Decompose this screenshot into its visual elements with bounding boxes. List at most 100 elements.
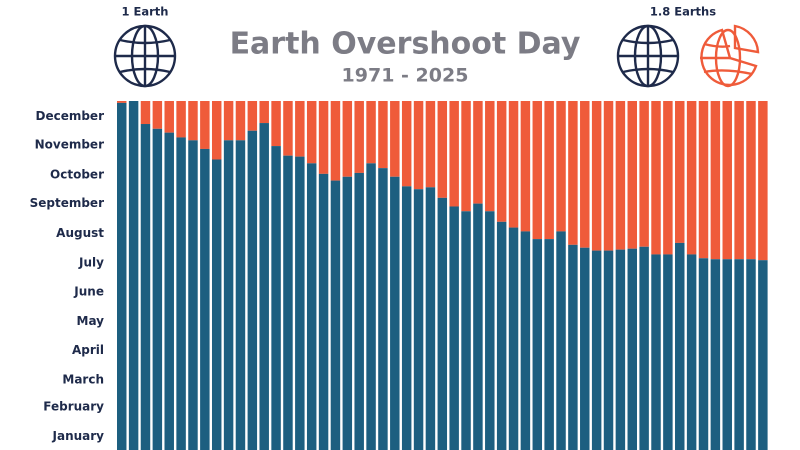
chart-subtitle: 1971 - 2025 bbox=[342, 65, 469, 87]
remainder bbox=[140, 101, 151, 125]
bar bbox=[283, 155, 293, 450]
y-tick-label: May bbox=[77, 314, 105, 328]
bar bbox=[437, 197, 448, 450]
bar bbox=[722, 259, 732, 450]
y-tick-label: February bbox=[43, 399, 104, 413]
bar bbox=[342, 176, 353, 450]
bar bbox=[615, 249, 626, 450]
bar bbox=[211, 159, 222, 450]
remainder bbox=[413, 101, 424, 190]
bar bbox=[639, 246, 649, 450]
bar bbox=[223, 140, 234, 450]
bar bbox=[580, 247, 590, 450]
y-tick-label: January bbox=[52, 429, 105, 443]
bar bbox=[164, 132, 174, 450]
remainder bbox=[259, 101, 269, 124]
remainder bbox=[437, 101, 448, 198]
remainder bbox=[734, 101, 744, 260]
remainder bbox=[461, 101, 471, 212]
remainder bbox=[247, 101, 258, 131]
remainder bbox=[758, 101, 768, 261]
bar bbox=[663, 254, 673, 450]
bar bbox=[544, 239, 554, 450]
remainder bbox=[568, 101, 578, 245]
bar bbox=[247, 130, 258, 450]
remainder bbox=[176, 101, 186, 138]
bar bbox=[627, 248, 637, 450]
bar bbox=[378, 168, 388, 450]
bar bbox=[568, 244, 578, 450]
bar bbox=[520, 231, 531, 450]
globe-icon bbox=[616, 24, 680, 88]
remainder bbox=[425, 101, 436, 188]
bar bbox=[532, 239, 543, 450]
bar bbox=[401, 186, 412, 450]
bar bbox=[508, 227, 519, 450]
bar bbox=[675, 242, 685, 450]
remainder bbox=[508, 101, 519, 228]
remainder bbox=[580, 101, 590, 248]
bar bbox=[259, 123, 269, 450]
bar bbox=[354, 172, 364, 450]
chart-title: Earth Overshoot Day bbox=[230, 27, 581, 62]
y-tick-label: March bbox=[62, 373, 104, 387]
remainder bbox=[295, 101, 305, 157]
bar bbox=[603, 250, 614, 450]
remainder bbox=[627, 101, 637, 249]
y-tick-label: July bbox=[78, 256, 104, 270]
bar bbox=[140, 124, 151, 450]
bar bbox=[235, 140, 246, 450]
bar bbox=[698, 258, 709, 450]
remainder bbox=[117, 101, 127, 103]
bar bbox=[390, 176, 400, 450]
bar bbox=[651, 254, 661, 450]
bar bbox=[318, 173, 329, 450]
bar bbox=[473, 203, 483, 450]
remainder bbox=[378, 101, 388, 169]
remainder bbox=[591, 101, 602, 251]
remainder bbox=[675, 101, 685, 243]
bar bbox=[686, 254, 697, 450]
remainder bbox=[722, 101, 732, 260]
bar bbox=[746, 259, 756, 450]
bar bbox=[485, 211, 495, 450]
bar bbox=[496, 221, 507, 450]
remainder bbox=[200, 101, 210, 149]
remainder bbox=[342, 101, 353, 177]
remainder bbox=[306, 101, 317, 164]
remainder bbox=[211, 101, 222, 160]
bar bbox=[117, 102, 127, 450]
bar bbox=[152, 128, 163, 450]
remainder bbox=[449, 101, 459, 207]
y-tick-label: October bbox=[50, 167, 104, 181]
bar bbox=[188, 140, 198, 450]
remainder bbox=[651, 101, 661, 255]
bar bbox=[556, 231, 566, 450]
remainder bbox=[639, 101, 649, 247]
y-tick-label: September bbox=[30, 196, 104, 210]
remainder bbox=[390, 101, 400, 177]
remainder bbox=[235, 101, 246, 141]
bar bbox=[591, 250, 602, 450]
remainder bbox=[401, 101, 412, 187]
bar bbox=[271, 146, 281, 450]
remainder bbox=[318, 101, 329, 174]
bar bbox=[306, 163, 317, 450]
remainder bbox=[615, 101, 626, 250]
remainder bbox=[663, 101, 673, 255]
y-tick-label: November bbox=[35, 138, 104, 152]
bar bbox=[734, 259, 744, 450]
remainder bbox=[366, 101, 376, 164]
bar bbox=[200, 148, 210, 450]
remainder bbox=[520, 101, 531, 232]
bar bbox=[366, 163, 376, 450]
bar bbox=[295, 156, 305, 450]
remainder bbox=[271, 101, 281, 147]
icon-label: 1 Earth bbox=[122, 5, 169, 19]
remainder bbox=[188, 101, 198, 141]
remainder bbox=[556, 101, 566, 232]
y-tick-label: December bbox=[35, 109, 104, 123]
remainder bbox=[223, 101, 234, 141]
bar bbox=[710, 259, 721, 450]
